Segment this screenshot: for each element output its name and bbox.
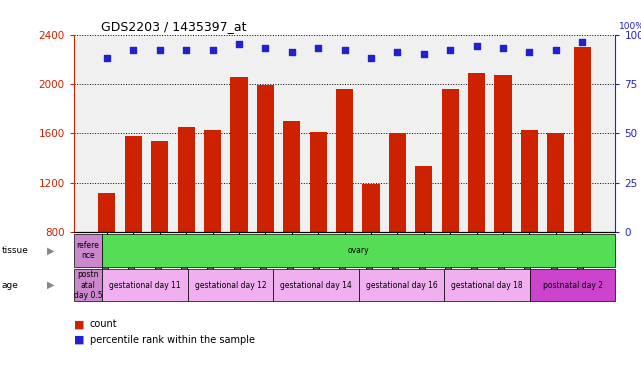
Bar	[574, 47, 591, 331]
Text: tissue: tissue	[1, 246, 28, 255]
Text: postnatal day 2: postnatal day 2	[542, 281, 603, 290]
Point	[551, 47, 561, 53]
Text: postn
atal
day 0.5: postn atal day 0.5	[74, 270, 103, 300]
Bar	[230, 76, 247, 331]
Text: 100%: 100%	[619, 22, 641, 31]
Point	[181, 47, 191, 53]
Text: ▶: ▶	[47, 280, 54, 290]
Bar	[359, 269, 444, 301]
Bar	[530, 269, 615, 301]
Bar	[125, 136, 142, 331]
Text: ■: ■	[74, 319, 84, 329]
Bar	[468, 73, 485, 331]
Bar	[178, 127, 195, 331]
Point	[313, 45, 323, 51]
Bar	[257, 85, 274, 331]
Point	[471, 43, 481, 50]
Text: ▶: ▶	[47, 245, 54, 256]
Text: age: age	[1, 281, 18, 290]
Point	[498, 45, 508, 51]
Bar	[74, 269, 102, 301]
Text: percentile rank within the sample: percentile rank within the sample	[90, 335, 254, 345]
Bar	[151, 141, 169, 331]
Bar	[520, 130, 538, 331]
Text: refere
nce: refere nce	[76, 241, 99, 260]
Text: GDS2203 / 1435397_at: GDS2203 / 1435397_at	[101, 20, 246, 33]
Point	[208, 47, 218, 53]
Bar	[188, 269, 273, 301]
Point	[234, 41, 244, 48]
Point	[445, 47, 455, 53]
Bar	[310, 132, 327, 331]
Bar	[415, 166, 432, 331]
Bar	[336, 89, 353, 331]
Bar	[283, 121, 301, 331]
Bar	[204, 130, 221, 331]
Text: gestational day 14: gestational day 14	[280, 281, 352, 290]
Point	[154, 47, 165, 53]
Bar	[442, 89, 459, 331]
Text: gestational day 11: gestational day 11	[109, 281, 181, 290]
Point	[577, 40, 587, 46]
Point	[392, 49, 403, 55]
Bar	[74, 234, 102, 267]
Text: gestational day 16: gestational day 16	[365, 281, 437, 290]
Bar	[102, 269, 188, 301]
Text: ■: ■	[74, 335, 84, 345]
Bar	[494, 75, 512, 331]
Point	[340, 47, 350, 53]
Point	[128, 47, 138, 53]
Point	[287, 49, 297, 55]
Point	[102, 55, 112, 61]
Bar	[388, 134, 406, 331]
Bar	[273, 269, 359, 301]
Point	[524, 49, 535, 55]
Text: ovary: ovary	[348, 246, 370, 255]
Point	[260, 45, 271, 51]
Bar	[444, 269, 530, 301]
Point	[419, 51, 429, 58]
Bar	[362, 184, 379, 331]
Text: count: count	[90, 319, 117, 329]
Point	[366, 55, 376, 61]
Text: gestational day 12: gestational day 12	[195, 281, 266, 290]
Bar	[547, 134, 564, 331]
Text: gestational day 18: gestational day 18	[451, 281, 523, 290]
Bar	[98, 193, 115, 331]
